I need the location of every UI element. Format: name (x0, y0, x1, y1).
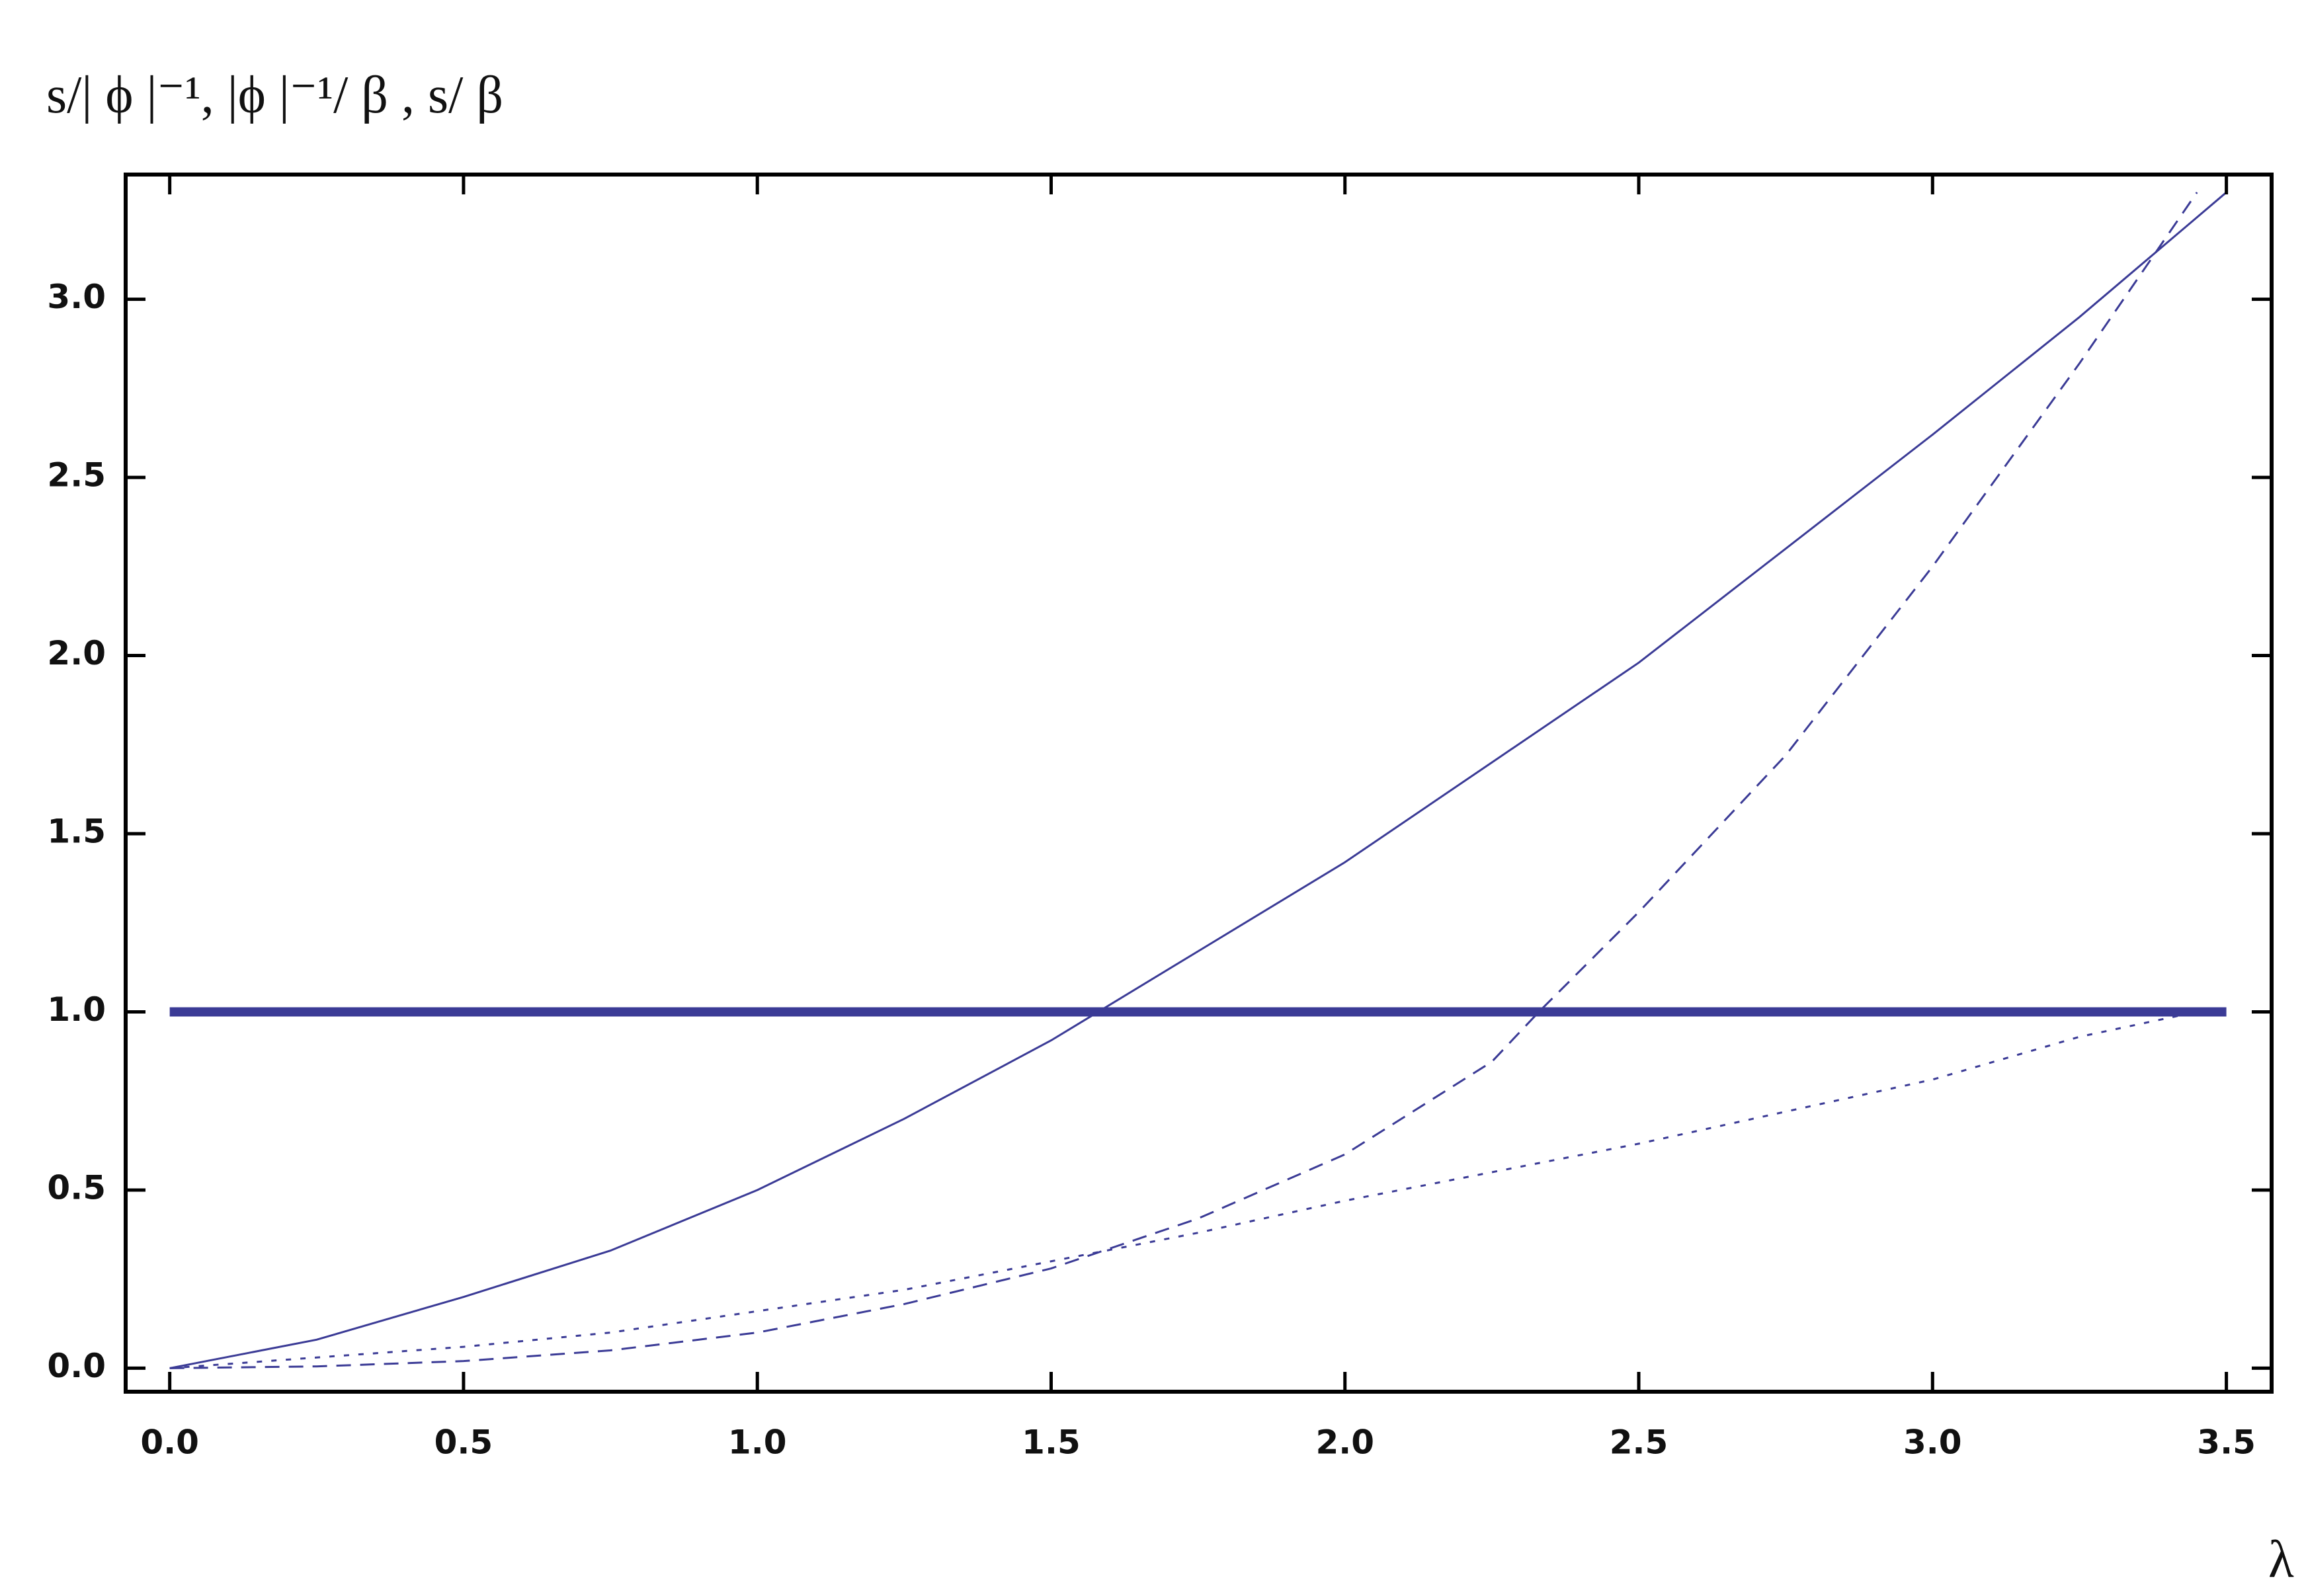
x-tick-label: 1.5 (1022, 1423, 1081, 1462)
y-tick-label: 1.0 (47, 990, 106, 1029)
plot-lines (169, 191, 2227, 1369)
data-line (169, 1011, 2198, 1369)
data-line (169, 192, 2198, 1369)
x-tick-label: 0.5 (434, 1423, 493, 1462)
y-tick-label: 2.0 (47, 634, 106, 672)
plot-frame (124, 173, 2274, 1394)
x-tick-label: 3.0 (1903, 1423, 1962, 1462)
y-tick-label: 1.5 (47, 813, 106, 851)
x-tick-label: 1.0 (728, 1423, 787, 1462)
data-line (169, 191, 2227, 1369)
y-tick-label: 3.0 (47, 278, 106, 316)
y-axis-label: s/| ϕ |⁻¹, |ϕ |⁻¹/ β , s/ β (46, 66, 503, 124)
x-tick-label: 3.5 (2197, 1423, 2256, 1462)
x-axis-label: λ (2268, 1531, 2294, 1589)
x-tick-label: 2.5 (1610, 1423, 1668, 1462)
y-tick-label: 2.5 (47, 456, 106, 495)
x-tick-label: 2.0 (1315, 1423, 1374, 1462)
y-tick-label: 0.5 (47, 1168, 106, 1207)
x-tick-label: 0.0 (140, 1423, 199, 1462)
y-tick-label: 0.0 (47, 1347, 106, 1385)
